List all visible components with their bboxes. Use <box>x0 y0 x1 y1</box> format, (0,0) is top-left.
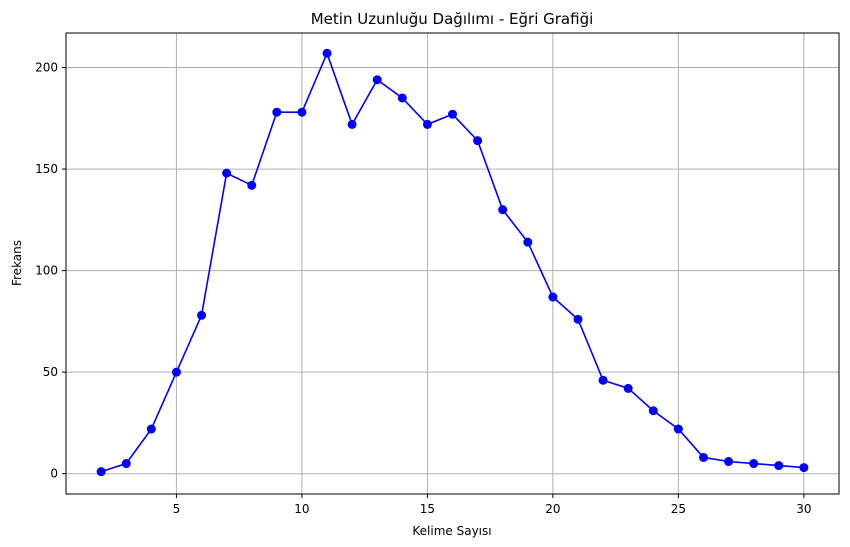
x-tick-label: 20 <box>545 502 560 516</box>
data-point <box>749 459 759 469</box>
data-point <box>397 93 407 103</box>
data-point <box>197 310 207 320</box>
axis-ticks: 5 10 15 20 25 30 0 50 100 150 200 <box>35 61 811 516</box>
chart-title: Metin Uzunluğu Dağılımı - Eğri Grafiği <box>311 10 594 28</box>
x-tick-label: 5 <box>173 502 181 516</box>
data-point <box>372 75 382 85</box>
y-tick-label: 150 <box>35 162 58 176</box>
data-point <box>222 168 232 178</box>
data-point <box>523 237 533 247</box>
data-point <box>146 424 156 434</box>
x-tick-label: 10 <box>294 502 309 516</box>
x-tick-label: 30 <box>796 502 811 516</box>
x-tick-label: 25 <box>671 502 686 516</box>
data-point <box>448 109 457 119</box>
grid <box>66 33 839 494</box>
data-point <box>498 205 508 215</box>
data-point <box>121 459 131 469</box>
data-point <box>698 452 708 462</box>
data-point <box>673 424 683 434</box>
data-point <box>247 180 257 190</box>
x-tick-label: 15 <box>420 502 435 516</box>
data-point <box>347 119 357 129</box>
data-point <box>573 314 583 324</box>
data-point <box>774 461 784 471</box>
series-layer <box>96 48 809 477</box>
data-point <box>297 107 307 117</box>
data-point <box>724 457 734 467</box>
x-axis-label: Kelime Sayısı <box>412 524 491 538</box>
y-axis-label: Frekans <box>10 240 24 286</box>
y-tick-label: 200 <box>35 61 58 75</box>
plot-frame <box>65 32 840 495</box>
data-point <box>648 406 658 416</box>
data-point <box>272 107 282 117</box>
data-point <box>799 463 809 473</box>
data-point <box>473 136 483 146</box>
y-tick-label: 50 <box>43 365 58 379</box>
data-point <box>623 383 633 393</box>
y-tick-label: 100 <box>35 264 58 278</box>
data-point <box>96 467 106 477</box>
data-point <box>171 367 181 377</box>
y-tick-label: 0 <box>50 467 58 481</box>
data-point <box>322 48 332 58</box>
data-point <box>422 119 432 129</box>
data-point <box>548 292 558 302</box>
data-point <box>598 375 608 385</box>
